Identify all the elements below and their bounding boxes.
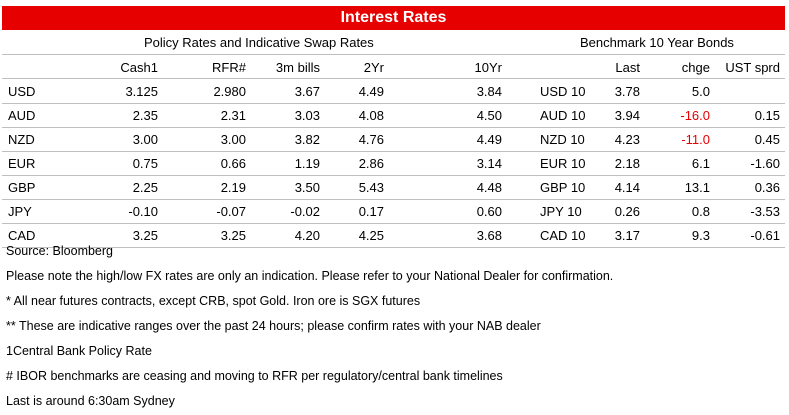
cell-currency: NZD (8, 132, 35, 147)
group-header-benchmark-bonds: Benchmark 10 Year Bonds (580, 35, 734, 50)
col-header-10yr: 10Yr (474, 60, 502, 75)
cell-10yr: 0.60 (476, 204, 502, 219)
table-row: EUR 0.75 0.66 1.19 2.86 3.14 EUR 10 2.18 6.1 -1.6… (2, 152, 785, 176)
cell-2yr: 4.25 (358, 228, 384, 243)
cell-bond: USD 10 (540, 84, 586, 99)
cell-10yr: 3.84 (476, 84, 502, 99)
cell-cash: 2.35 (132, 108, 158, 123)
col-header-3m-bills: 3m bills (275, 60, 320, 75)
cell-cash: -0.10 (128, 204, 158, 219)
cell-cash: 3.125 (125, 84, 158, 99)
cell-2yr: 4.08 (358, 108, 384, 123)
footnote: Last is around 6:30am Sydney (6, 394, 175, 408)
cell-last: 2.18 (614, 156, 640, 171)
cell-chge: -16.0 (680, 108, 710, 123)
table-row: GBP 2.25 2.19 3.50 5.43 4.48 GBP 10 4.14 13.1 0.3… (2, 176, 785, 200)
cell-10yr: 3.14 (476, 156, 502, 171)
table-row: NZD 3.00 3.00 3.82 4.76 4.49 NZD 10 4.23 -11.0 0.… (2, 128, 785, 152)
cell-10yr: 3.68 (476, 228, 502, 243)
cell-chge: 9.3 (691, 228, 710, 243)
cell-currency: JPY (8, 204, 32, 219)
footnote: ** These are indicative ranges over the … (6, 319, 541, 333)
cell-10yr: 4.50 (476, 108, 502, 123)
cell-last: 3.78 (614, 84, 640, 99)
cell-ust-sprd: -0.61 (750, 228, 780, 243)
cell-rfr: -0.07 (216, 204, 246, 219)
col-header-rfr: RFR# (212, 60, 246, 75)
cell-chge: 6.1 (691, 156, 710, 171)
cell-2yr: 2.86 (358, 156, 384, 171)
table-row: AUD 2.35 2.31 3.03 4.08 4.50 AUD 10 3.94 -16.0 0.… (2, 104, 785, 128)
cell-chge: 5.0 (691, 84, 710, 99)
cell-rfr: 3.25 (220, 228, 246, 243)
cell-2yr: 5.43 (358, 180, 384, 195)
col-header-2yr: 2Yr (363, 60, 384, 75)
cell-bond: CAD 10 (540, 228, 586, 243)
cell-ust-sprd: 0.45 (754, 132, 780, 147)
cell-3m-bills: 3.82 (294, 132, 320, 147)
table-row: USD 3.125 2.980 3.67 4.49 3.84 USD 10 3.78 5.0 (2, 80, 785, 104)
table-row: JPY -0.10 -0.07 -0.02 0.17 0.60 JPY 10 0.26 0.8 -… (2, 200, 785, 224)
cell-2yr: 4.76 (358, 132, 384, 147)
group-header-row: Policy Rates and Indicative Swap Rates B… (2, 32, 785, 55)
cell-3m-bills: 3.50 (294, 180, 320, 195)
footnote: # IBOR benchmarks are ceasing and moving… (6, 369, 503, 383)
cell-last: 4.14 (614, 180, 640, 195)
cell-last: 3.94 (614, 108, 640, 123)
table-row: CAD 3.25 3.25 4.20 4.25 3.68 CAD 10 3.17 9.3 -0.6… (2, 224, 785, 248)
cell-last: 4.23 (614, 132, 640, 147)
cell-bond: GBP 10 (540, 180, 586, 195)
cell-rfr: 2.19 (220, 180, 246, 195)
cell-bond: AUD 10 (540, 108, 586, 123)
footnote: Please note the high/low FX rates are on… (6, 269, 614, 283)
cell-ust-sprd: 0.15 (754, 108, 780, 123)
cell-ust-sprd: 0.36 (754, 180, 780, 195)
cell-3m-bills: 3.67 (294, 84, 320, 99)
col-header-ust-sprd: UST sprd (725, 60, 780, 75)
footnote: 1Central Bank Policy Rate (6, 344, 152, 358)
col-header-chge: chge (681, 60, 710, 75)
cell-rfr: 2.31 (220, 108, 246, 123)
cell-chge: 0.8 (691, 204, 710, 219)
cell-2yr: 4.49 (358, 84, 384, 99)
cell-chge: -11.0 (681, 132, 710, 147)
cell-3m-bills: 1.19 (294, 156, 320, 171)
cell-3m-bills: -0.02 (290, 204, 320, 219)
cell-currency: GBP (8, 180, 36, 195)
group-header-policy-rates: Policy Rates and Indicative Swap Rates (144, 35, 374, 50)
cell-cash: 2.25 (132, 180, 158, 195)
cell-currency: USD (8, 84, 36, 99)
cell-cash: 0.75 (132, 156, 158, 171)
column-header-row: Cash1 RFR# 3m bills 2Yr 10Yr Last chge U… (2, 56, 785, 79)
cell-last: 3.17 (614, 228, 640, 243)
footnote: * All near futures contracts, except CRB… (6, 294, 421, 308)
cell-rfr: 2.980 (213, 84, 246, 99)
cell-chge: 13.1 (684, 180, 710, 195)
cell-currency: AUD (8, 108, 36, 123)
col-header-cash: Cash1 (120, 60, 158, 75)
cell-3m-bills: 3.03 (294, 108, 320, 123)
cell-cash: 3.25 (132, 228, 158, 243)
source-note: Source: Bloomberg (6, 244, 114, 258)
cell-bond: NZD 10 (540, 132, 585, 147)
col-header-last: Last (615, 60, 640, 75)
cell-currency: CAD (8, 228, 36, 243)
cell-10yr: 4.49 (476, 132, 502, 147)
cell-bond: EUR 10 (540, 156, 586, 171)
cell-3m-bills: 4.20 (294, 228, 320, 243)
cell-ust-sprd: -3.53 (750, 204, 780, 219)
cell-cash: 3.00 (132, 132, 158, 147)
cell-last: 0.26 (614, 204, 640, 219)
cell-rfr: 0.66 (220, 156, 246, 171)
cell-rfr: 3.00 (220, 132, 246, 147)
table-title: Interest Rates (2, 6, 785, 30)
cell-ust-sprd: -1.60 (750, 156, 780, 171)
cell-bond: JPY 10 (540, 204, 582, 219)
cell-2yr: 0.17 (358, 204, 384, 219)
cell-currency: EUR (8, 156, 36, 171)
cell-10yr: 4.48 (476, 180, 502, 195)
